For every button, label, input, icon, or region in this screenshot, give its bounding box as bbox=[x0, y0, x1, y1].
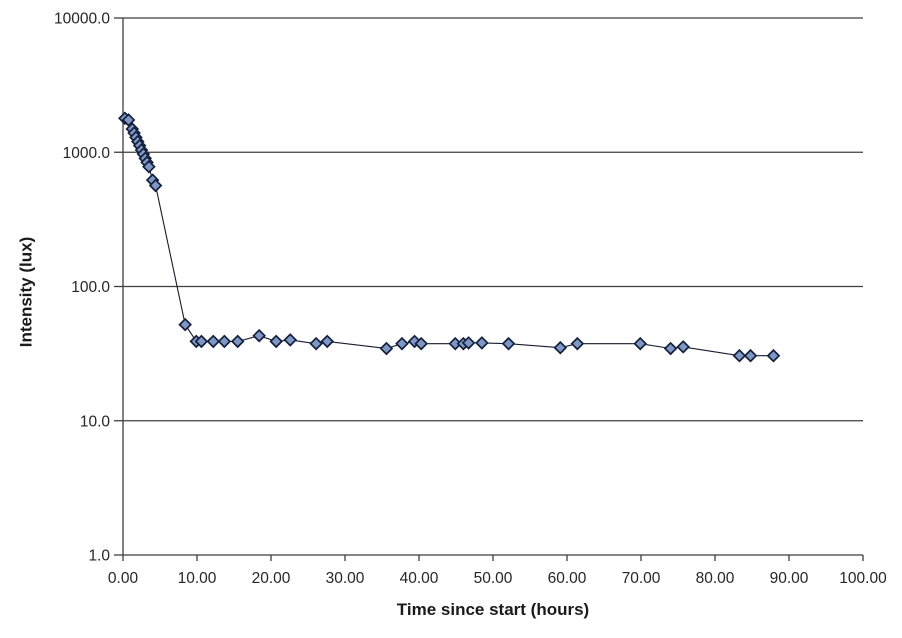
data-point-marker bbox=[475, 336, 489, 350]
data-point-marker bbox=[309, 336, 323, 351]
data-point-marker bbox=[676, 340, 690, 354]
data-point-marker bbox=[663, 341, 678, 356]
data-point-marker bbox=[743, 348, 758, 363]
data-point-marker bbox=[269, 334, 283, 349]
data-point-marker bbox=[230, 334, 245, 349]
data-point-marker bbox=[379, 341, 394, 356]
data-point-marker bbox=[501, 336, 516, 351]
x-tick-label: 30.00 bbox=[326, 570, 365, 587]
data-point-marker bbox=[407, 334, 422, 349]
data-series-line bbox=[124, 117, 774, 357]
x-tick-label: 70.00 bbox=[622, 570, 661, 587]
data-point-marker bbox=[148, 178, 163, 193]
x-tick-label: 20.00 bbox=[252, 570, 291, 587]
x-tick-label: 80.00 bbox=[696, 570, 735, 587]
y-tick-label: 10.0 bbox=[80, 413, 111, 430]
y-tick-label: 100.0 bbox=[71, 279, 110, 296]
data-point-marker bbox=[766, 348, 781, 363]
y-axis-title: Intensity (lux) bbox=[16, 236, 36, 348]
data-point-marker bbox=[553, 340, 568, 355]
data-point-marker bbox=[414, 336, 429, 351]
y-tick-label: 1000.0 bbox=[63, 145, 111, 162]
data-point-marker bbox=[461, 336, 476, 350]
data-point-marker bbox=[121, 113, 136, 127]
x-tick-label: 40.00 bbox=[400, 570, 439, 587]
x-tick-label: 50.00 bbox=[474, 570, 513, 587]
data-point-marker bbox=[283, 333, 298, 347]
y-tick-label: 10000.0 bbox=[54, 11, 110, 28]
y-tick-label: 1.0 bbox=[88, 548, 110, 565]
data-point-marker bbox=[395, 336, 409, 351]
data-point-marker bbox=[194, 334, 209, 349]
x-tick-label: 100.00 bbox=[839, 570, 887, 587]
data-point-marker bbox=[252, 328, 266, 343]
x-tick-label: 0.00 bbox=[108, 570, 139, 587]
data-point-marker bbox=[570, 336, 585, 351]
data-point-marker bbox=[178, 317, 192, 332]
data-point-marker bbox=[732, 348, 747, 363]
x-axis-title: Time since start (hours) bbox=[396, 600, 590, 619]
data-point-marker bbox=[217, 334, 232, 349]
data-point-marker bbox=[142, 159, 156, 174]
x-tick-label: 60.00 bbox=[548, 570, 587, 587]
data-point-marker bbox=[206, 334, 221, 349]
x-tick-label: 90.00 bbox=[770, 570, 809, 587]
data-point-marker bbox=[633, 336, 648, 351]
x-tick-label: 10.00 bbox=[178, 570, 217, 587]
data-point-marker bbox=[320, 334, 335, 349]
